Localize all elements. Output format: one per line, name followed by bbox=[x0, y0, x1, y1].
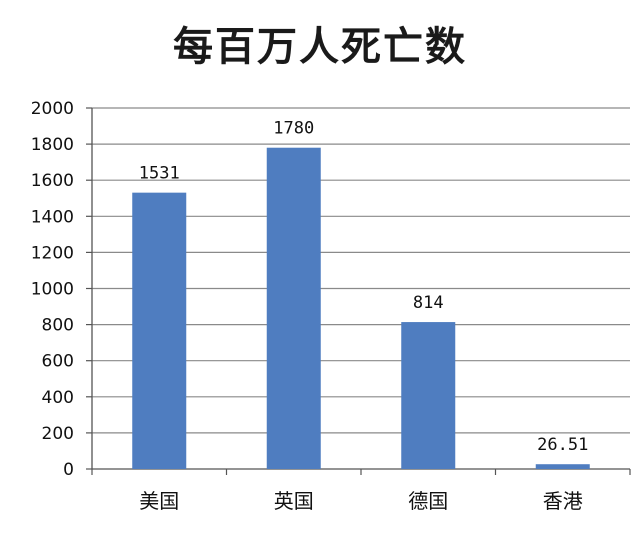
y-tick-label: 1800 bbox=[31, 135, 74, 155]
bar bbox=[132, 192, 187, 470]
y-tick-label: 1400 bbox=[31, 207, 74, 227]
bar bbox=[535, 464, 590, 469]
y-tick-label: 0 bbox=[63, 460, 74, 480]
bar bbox=[401, 322, 456, 469]
chart-title: 每百万人死亡数 bbox=[173, 23, 467, 70]
x-tick-label: 香港 bbox=[543, 489, 583, 513]
data-label: 1780 bbox=[273, 119, 314, 139]
data-label: 1531 bbox=[139, 164, 180, 184]
y-tick-label: 400 bbox=[42, 388, 74, 408]
data-label: 26.51 bbox=[537, 435, 588, 455]
y-tick-label: 1600 bbox=[31, 171, 74, 191]
y-tick-label: 600 bbox=[42, 352, 74, 372]
x-tick-label: 德国 bbox=[408, 489, 448, 513]
x-tick-label: 英国 bbox=[274, 489, 314, 513]
x-tick-label: 美国 bbox=[139, 489, 179, 513]
data-label: 814 bbox=[413, 293, 444, 313]
bar bbox=[266, 147, 321, 469]
y-tick-label: 2000 bbox=[31, 99, 74, 119]
y-tick-label: 1000 bbox=[31, 280, 74, 300]
y-tick-label: 200 bbox=[42, 424, 74, 444]
y-tick-label: 800 bbox=[42, 316, 74, 336]
y-tick-label: 1200 bbox=[31, 243, 74, 263]
